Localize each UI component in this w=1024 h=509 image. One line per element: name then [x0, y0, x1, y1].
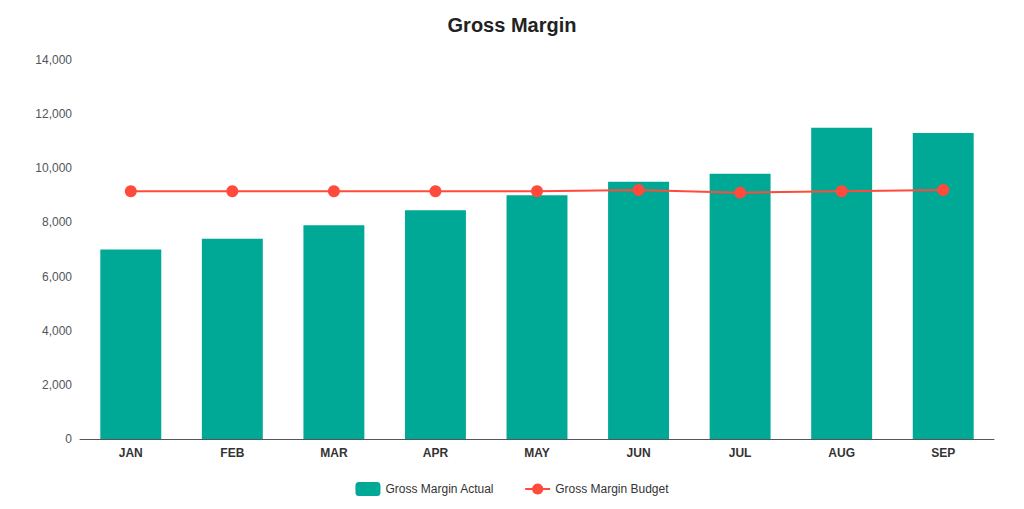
svg-text:4,000: 4,000	[42, 324, 72, 338]
svg-text:2,000: 2,000	[42, 378, 72, 392]
svg-text:10,000: 10,000	[35, 161, 72, 175]
svg-text:Gross Margin Budget: Gross Margin Budget	[555, 482, 669, 496]
svg-text:APR: APR	[423, 446, 449, 460]
svg-text:8,000: 8,000	[42, 215, 72, 229]
svg-text:Gross Margin: Gross Margin	[448, 14, 577, 36]
svg-text:SEP: SEP	[931, 446, 955, 460]
svg-text:14,000: 14,000	[35, 53, 72, 67]
svg-text:JUL: JUL	[729, 446, 752, 460]
svg-text:FEB: FEB	[220, 446, 244, 460]
svg-text:Gross Margin Actual: Gross Margin Actual	[385, 482, 493, 496]
svg-text:6,000: 6,000	[42, 270, 72, 284]
svg-text:MAR: MAR	[320, 446, 348, 460]
svg-text:AUG: AUG	[828, 446, 855, 460]
svg-text:12,000: 12,000	[35, 107, 72, 121]
svg-text:0: 0	[65, 432, 72, 446]
svg-text:JAN: JAN	[119, 446, 143, 460]
svg-text:JUN: JUN	[627, 446, 651, 460]
svg-text:MAY: MAY	[524, 446, 550, 460]
